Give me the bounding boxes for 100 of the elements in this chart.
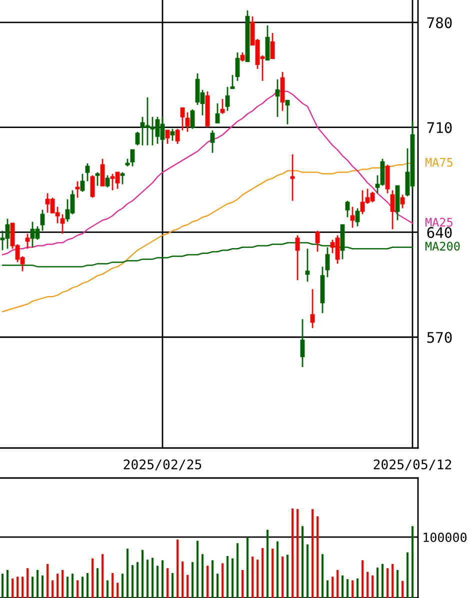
bar — [276, 541, 278, 598]
bar — [46, 564, 48, 598]
candlestick — [215, 102, 220, 124]
bar — [132, 565, 134, 598]
series-label: MA200 — [425, 242, 460, 251]
bar — [186, 574, 188, 598]
candlestick — [385, 164, 390, 194]
candlestick — [290, 154, 295, 202]
candlestick — [270, 32, 275, 60]
bar — [406, 552, 408, 598]
candlestick — [120, 172, 125, 185]
bar — [262, 548, 264, 598]
y-tick-label: 710 — [427, 122, 452, 134]
bar — [296, 509, 298, 598]
bar — [382, 564, 384, 598]
bar — [202, 554, 204, 598]
bar — [16, 576, 18, 598]
bar — [96, 568, 98, 598]
bar — [372, 575, 374, 598]
candlestick — [315, 230, 320, 252]
bar — [22, 576, 24, 598]
line-series — [2, 162, 414, 312]
bar — [376, 568, 378, 598]
candlestick — [295, 234, 300, 281]
bar — [62, 570, 64, 598]
bar — [396, 570, 398, 598]
x-tick-label: 2025/02/25 — [124, 459, 202, 470]
bar — [266, 530, 268, 598]
bar — [82, 576, 84, 598]
bar — [342, 575, 344, 598]
bar — [146, 560, 148, 598]
bar — [106, 580, 108, 598]
bar — [242, 570, 244, 598]
bar — [352, 580, 354, 598]
bar — [6, 570, 8, 598]
bar — [366, 572, 368, 598]
candlestick — [25, 233, 30, 250]
bar — [192, 562, 194, 598]
candlestick — [190, 108, 195, 130]
bar — [52, 580, 54, 598]
candlestick — [105, 174, 110, 188]
bar — [282, 556, 284, 598]
bar — [306, 544, 308, 598]
candlestick — [265, 24, 270, 61]
candlestick — [225, 86, 230, 112]
bar — [142, 550, 144, 598]
candlestick — [165, 130, 170, 145]
bar — [222, 563, 224, 598]
candlestick — [310, 288, 315, 329]
bar — [172, 573, 174, 598]
bar — [66, 576, 68, 598]
candlestick — [230, 74, 235, 90]
candlestick — [345, 200, 350, 218]
bar — [12, 578, 14, 598]
bar — [212, 560, 214, 598]
bar — [102, 554, 104, 598]
bar — [332, 576, 334, 598]
bar — [312, 509, 314, 598]
bar — [236, 543, 238, 598]
bar — [36, 570, 38, 598]
bar — [72, 574, 74, 598]
candlestick — [220, 98, 225, 115]
bar — [32, 576, 34, 598]
bar — [162, 560, 164, 598]
candlestick — [170, 128, 175, 142]
candlestick — [60, 214, 65, 234]
candlestick — [210, 130, 215, 154]
candlestick — [95, 172, 100, 186]
bar — [86, 573, 88, 598]
series-label: MA75 — [425, 158, 452, 167]
candlestick — [275, 78, 280, 118]
candlestick — [75, 180, 80, 198]
bar — [112, 573, 114, 598]
candlestick — [350, 206, 355, 228]
bar — [252, 556, 254, 598]
bar — [56, 574, 58, 598]
bar — [116, 582, 118, 598]
candlestick — [40, 209, 45, 232]
bar — [326, 580, 328, 598]
bar — [386, 568, 388, 598]
y-tick-label: 100000 — [424, 532, 467, 542]
bar — [412, 526, 414, 598]
bar — [156, 566, 158, 598]
bar — [392, 564, 394, 598]
bar — [292, 508, 294, 598]
bar — [176, 540, 178, 598]
y-tick-label: 640 — [427, 226, 452, 238]
bar — [42, 575, 44, 598]
candlestick — [130, 149, 135, 168]
bar — [402, 580, 404, 598]
candlestick — [305, 248, 310, 282]
bar — [152, 558, 154, 598]
bar — [92, 558, 94, 598]
candlestick — [355, 208, 360, 227]
bar — [286, 554, 288, 598]
bar — [182, 561, 184, 598]
bar — [216, 574, 218, 598]
series-label: MA25 — [425, 218, 452, 227]
x-tick-label: 2025/05/12 — [374, 459, 452, 470]
bar — [136, 562, 138, 598]
